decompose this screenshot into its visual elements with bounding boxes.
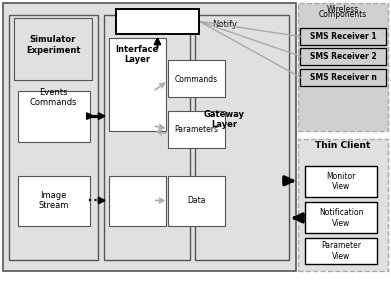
Text: Notify: Notify (212, 20, 237, 29)
Text: Image
Stream: Image Stream (38, 191, 68, 210)
Text: Server: Server (36, 18, 72, 28)
Bar (14, 18, 92, 80)
Text: Events
Commands: Events Commands (30, 88, 77, 107)
Text: SMS Receiver 2: SMS Receiver 2 (310, 52, 376, 61)
Text: SMS Receiver n: SMS Receiver n (310, 73, 377, 82)
Text: Components: Components (125, 13, 173, 22)
Text: Monitor
View: Monitor View (326, 172, 356, 191)
Bar (300, 28, 386, 45)
Text: Commands: Commands (175, 74, 218, 83)
Bar (168, 60, 224, 97)
Bar (18, 91, 90, 142)
Text: SMS Gateway: SMS Gateway (120, 16, 195, 26)
Text: Gateway
Layer: Gateway Layer (204, 110, 245, 129)
Bar (104, 15, 190, 260)
Bar (298, 139, 387, 272)
Bar (298, 3, 387, 131)
Text: SMS Receiver 1: SMS Receiver 1 (310, 32, 376, 41)
Bar (4, 3, 296, 272)
Text: Thin Client: Thin Client (315, 141, 371, 150)
Text: Parameters: Parameters (174, 125, 218, 134)
Bar (116, 9, 199, 34)
Bar (305, 166, 377, 197)
Bar (305, 202, 377, 233)
Text: Simulator
Experiment: Simulator Experiment (26, 35, 80, 55)
Text: Components: Components (319, 11, 367, 19)
Text: Middleware: Middleware (115, 18, 179, 28)
Bar (168, 176, 224, 226)
Text: Data: Data (187, 196, 206, 205)
Bar (300, 69, 386, 86)
Bar (305, 238, 377, 264)
Bar (300, 48, 386, 65)
Text: Parameter
View: Parameter View (321, 241, 361, 261)
Text: Wired: Wired (138, 8, 160, 16)
Bar (109, 176, 166, 226)
Text: Interface
Layer: Interface Layer (116, 45, 159, 64)
Text: Wireless: Wireless (327, 5, 359, 14)
Bar (109, 38, 166, 131)
Bar (9, 15, 99, 260)
Bar (168, 111, 224, 148)
Text: Notification
View: Notification View (319, 208, 363, 228)
Bar (196, 15, 289, 260)
Bar (18, 176, 90, 226)
